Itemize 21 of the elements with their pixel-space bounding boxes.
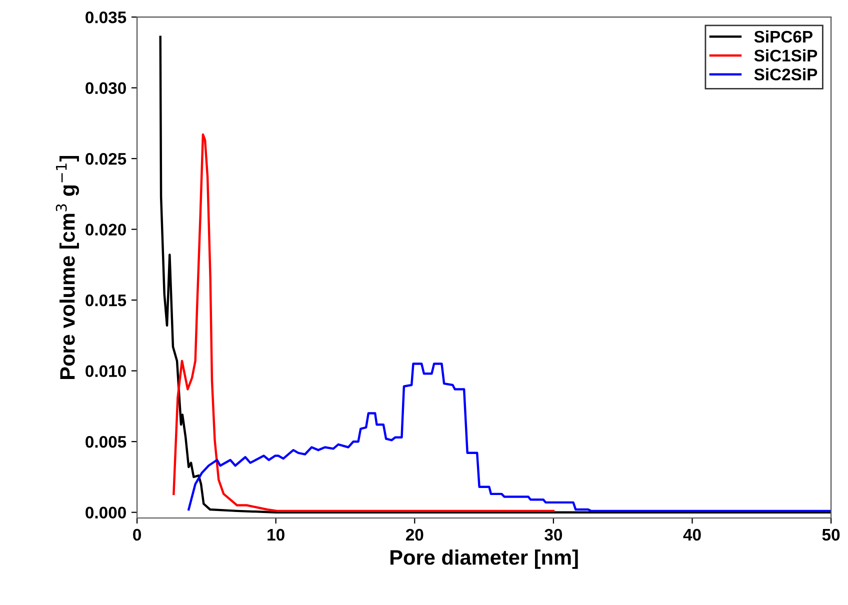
x-tick-label: 20 <box>406 528 424 541</box>
x-tick-label: 10 <box>268 528 284 541</box>
x-tick-label: 50 <box>822 528 840 541</box>
y-tick-label: 0.020 <box>86 224 126 236</box>
y-tick-label: 0.000 <box>86 506 126 519</box>
y-tick-label: 0.030 <box>86 82 126 94</box>
x-axis-title: Pore diameter [nm] <box>390 550 578 569</box>
y-axis-title: Pore volume [cm$^{3}$ g$^{−1}$] <box>56 156 80 380</box>
legend-label: SiPC6P <box>754 30 813 43</box>
x-tick-label: 0 <box>133 528 141 541</box>
y-tick-label: 0.015 <box>86 294 126 306</box>
legend-label: SiC2SiP <box>754 68 818 80</box>
y-tick-label: 0.025 <box>86 152 126 165</box>
legend-label: SiC1SiP <box>754 49 818 62</box>
line-series <box>188 362 832 512</box>
x-tick-label: 40 <box>683 528 701 541</box>
line-series <box>172 133 555 512</box>
y-tick-label: 0.035 <box>86 11 126 24</box>
y-tick-label: 0.005 <box>86 436 126 448</box>
x-tick-label: 30 <box>544 528 562 541</box>
y-tick-label: 0.010 <box>86 365 126 378</box>
